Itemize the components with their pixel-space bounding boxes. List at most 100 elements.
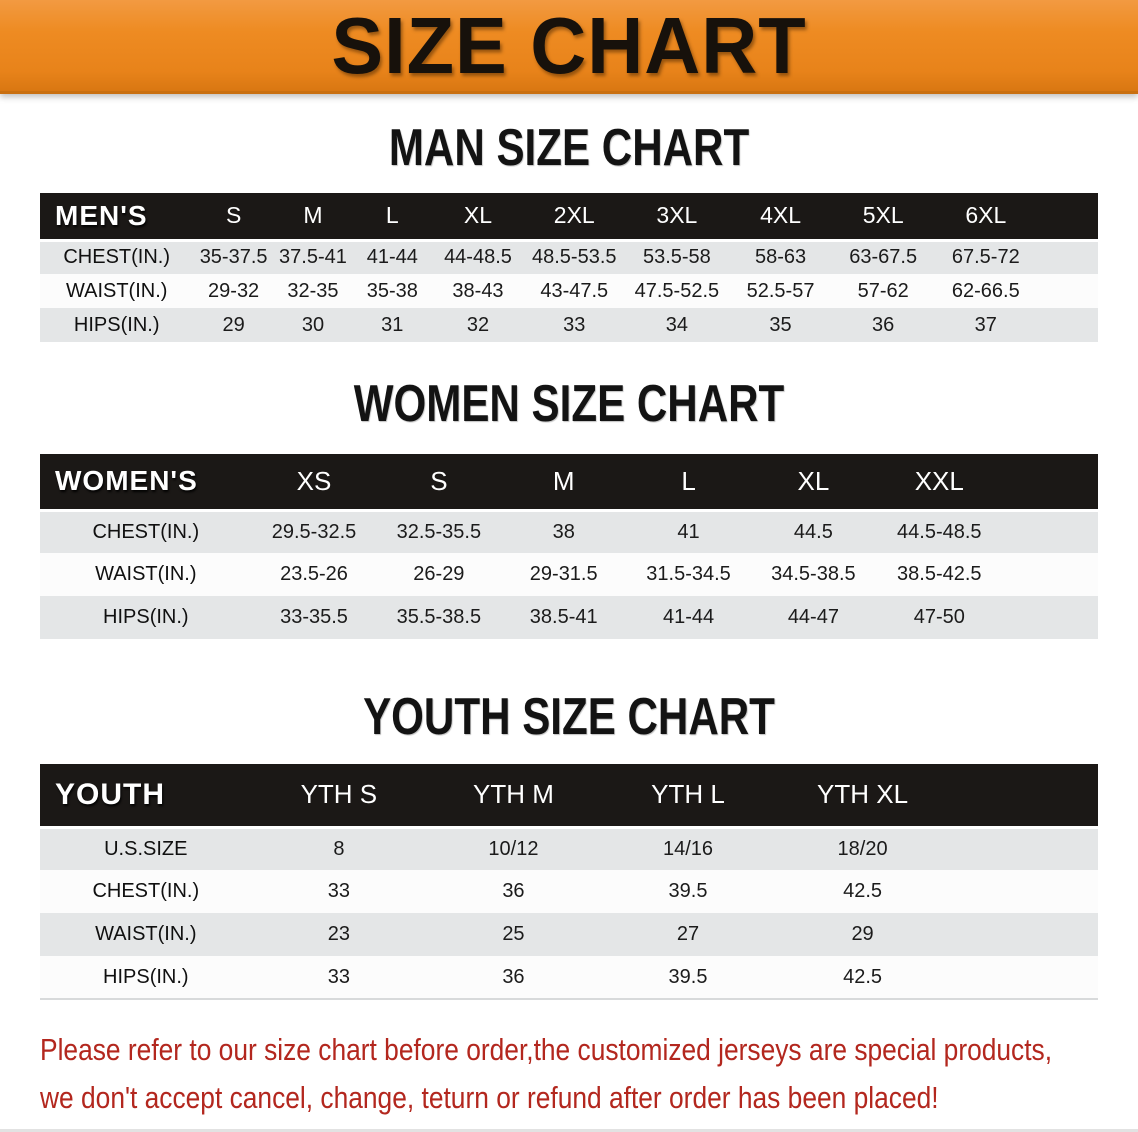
column-header-s: S — [193, 193, 274, 242]
cell-value: 62-66.5 — [951, 279, 1020, 302]
section-youth: YOUTH SIZE CHART YOUTH YTH S YTH M YTH L YTH… — [0, 639, 1138, 1000]
cell-value: 47-50 — [913, 606, 965, 628]
column-header-yth-s: YTH S — [251, 764, 427, 829]
column-header-3xl: 3XL — [625, 193, 729, 242]
cell-value: 44.5-48.5 — [897, 520, 982, 543]
cell-value: 36 — [502, 965, 525, 988]
cell-value: 29.5-32.5 — [271, 520, 357, 543]
cell-value: 31 — [381, 313, 404, 336]
row-filler — [950, 913, 1098, 956]
cell-value: 53.5-58 — [642, 246, 711, 269]
cell-value: 32.5-35.5 — [396, 520, 482, 543]
cell-value: 8 — [333, 837, 345, 860]
section-title-youth: YOUTH SIZE CHART — [363, 688, 775, 746]
section-men: MAN SIZE CHART MEN'S S M L XL 2XL 3XL 4XL 5XL 6XL… — [0, 94, 1138, 342]
cell-value: 44.5 — [793, 520, 833, 543]
column-header-xl: XL — [432, 193, 524, 242]
cell-value: 29 — [851, 923, 874, 945]
cell-value: 43-47.5 — [540, 279, 609, 302]
header-filler — [1037, 193, 1098, 242]
cell-value: 39.5 — [668, 880, 708, 902]
cell-value: 52.5-57 — [746, 279, 815, 302]
table-header-row: YOUTH YTH S YTH M YTH L YTH XL — [40, 764, 1098, 829]
cell-value: 58-63 — [754, 246, 807, 269]
column-header-xl: XL — [750, 454, 876, 512]
cell-value: 18/20 — [837, 837, 888, 860]
table-header-label: WOMEN'S — [40, 454, 252, 512]
cell-value: 23.5-26 — [280, 563, 348, 585]
column-header-2xl: 2XL — [523, 193, 626, 242]
row-filler — [1038, 274, 1098, 308]
row-label: WAIST(IN.) — [95, 563, 197, 585]
cell-value: 29-32 — [208, 279, 260, 302]
column-header-yth-xl: YTH XL — [775, 764, 950, 829]
cell-value: 67.5-72 — [951, 246, 1020, 269]
women-size-table: WOMEN'S XS S M L XL XXL CHEST(IN.) 29.5-32.5 32.5… — [40, 454, 1098, 639]
table-header-row: MEN'S S M L XL 2XL 3XL 4XL 5XL 6XL — [40, 193, 1098, 242]
youth-size-table: YOUTH YTH S YTH M YTH L YTH XL U.S.SIZE 8 10/12… — [40, 764, 1098, 1000]
row-filler — [950, 870, 1098, 913]
column-header-5xl: 5XL — [832, 193, 934, 242]
row-label: U.S.SIZE — [104, 837, 188, 860]
bottom-edge-divider — [0, 1129, 1138, 1132]
cell-value: 26-29 — [413, 563, 465, 585]
cell-value: 30 — [301, 313, 325, 336]
row-label: CHEST(IN.) — [92, 880, 200, 902]
table-row: CHEST(IN.) 33 36 39.5 42.5 — [40, 870, 1098, 913]
column-header-m: M — [501, 454, 627, 512]
cell-value: 34 — [665, 313, 688, 336]
cell-value: 32 — [466, 313, 490, 336]
row-label: HIPS(IN.) — [103, 606, 189, 628]
header-filler — [1002, 454, 1098, 512]
cell-value: 38.5-42.5 — [897, 563, 982, 585]
row-label: WAIST(IN.) — [65, 279, 168, 302]
row-filler — [1003, 553, 1098, 596]
table-row: CHEST(IN.) 29.5-32.5 32.5-35.5 38 41 44.5 44.5… — [40, 510, 1098, 553]
row-filler — [1038, 308, 1098, 342]
men-size-table: MEN'S S M L XL 2XL 3XL 4XL 5XL 6XL CHEST(IN.) 35-37… — [40, 193, 1098, 342]
column-header-s: S — [376, 454, 502, 512]
cell-value: 35-38 — [366, 279, 418, 302]
cell-value: 38 — [552, 520, 575, 543]
cell-value: 33 — [327, 880, 350, 902]
table-row: CHEST(IN.) 35-37.5 37.5-41 41-44 44-48.5 48.5… — [40, 240, 1098, 274]
cell-value: 38-43 — [452, 279, 504, 302]
cell-value: 41-44 — [662, 606, 715, 628]
table-row: HIPS(IN.) 29 30 31 32 33 34 35 36 37 — [40, 308, 1098, 342]
disclaimer: Please refer to our size chart before or… — [0, 1026, 1098, 1122]
cell-value: 38.5-41 — [529, 606, 598, 628]
cell-value: 63-67.5 — [849, 246, 918, 269]
header-filler — [949, 764, 1098, 829]
cell-value: 36 — [872, 313, 895, 336]
table-row: HIPS(IN.) 33-35.5 35.5-38.5 38.5-41 41-44 44-… — [40, 596, 1098, 639]
cell-value: 44-48.5 — [444, 246, 512, 269]
cell-value: 32-35 — [287, 279, 339, 302]
table-header-label: YOUTH — [40, 764, 252, 829]
section-women: WOMEN SIZE CHART WOMEN'S XS S M L XL XXL CHEST(… — [0, 342, 1138, 639]
table-header-row: WOMEN'S XS S M L XL XXL — [40, 454, 1098, 512]
cell-value: 33 — [327, 965, 350, 988]
column-header-xxl: XXL — [875, 454, 1003, 512]
cell-value: 14/16 — [662, 837, 714, 860]
table-row: WAIST(IN.) 29-32 32-35 35-38 38-43 43-47.5 47.… — [40, 274, 1098, 308]
row-label: HIPS(IN.) — [73, 313, 160, 336]
table-row: U.S.SIZE 8 10/12 14/16 18/20 — [40, 827, 1098, 870]
cell-value: 35 — [769, 313, 792, 336]
row-label: WAIST(IN.) — [95, 923, 197, 945]
column-header-l: L — [352, 193, 433, 242]
cell-value: 41-44 — [366, 246, 418, 269]
cell-value: 33-35.5 — [280, 606, 348, 628]
cell-value: 41 — [677, 520, 700, 543]
column-header-6xl: 6XL — [933, 193, 1038, 242]
banner-title: SIZE CHART — [331, 0, 807, 90]
cell-value: 42.5 — [843, 880, 883, 902]
cell-value: 29 — [222, 313, 245, 336]
cell-value: 10/12 — [488, 837, 539, 860]
disclaimer-line-2: we don't accept cancel, change, teturn o… — [40, 1080, 939, 1115]
cell-value: 31.5-34.5 — [646, 563, 731, 585]
cell-value: 48.5-53.5 — [532, 246, 617, 269]
row-filler — [1003, 510, 1098, 553]
column-header-m: M — [273, 193, 353, 242]
cell-value: 35-37.5 — [199, 246, 268, 269]
cell-value: 39.5 — [668, 965, 708, 988]
